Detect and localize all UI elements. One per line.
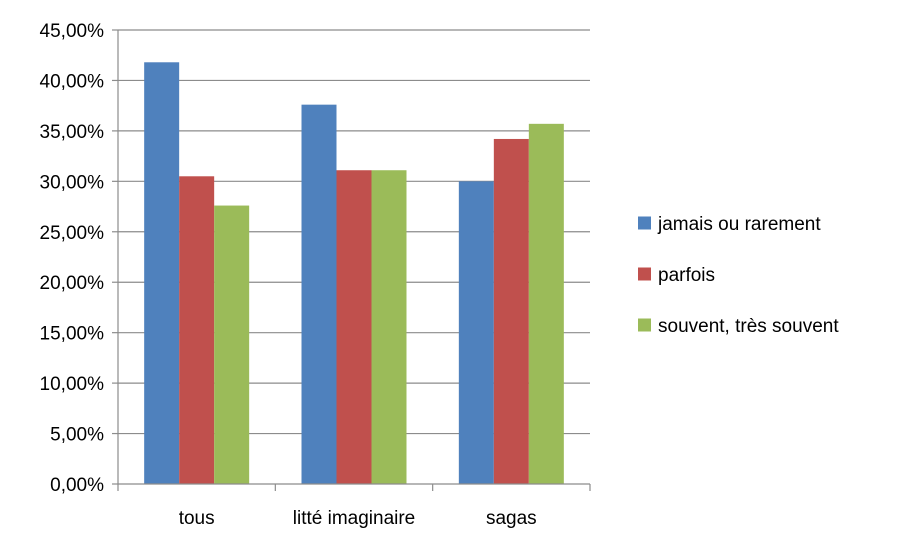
y-tick-label: 0,00% (50, 475, 104, 496)
y-tick-label: 35,00% (40, 122, 105, 143)
legend-label: souvent, très souvent (658, 316, 839, 337)
bar (336, 170, 372, 485)
y-tick-label: 10,00% (40, 374, 105, 395)
y-tick-label: 30,00% (40, 172, 105, 193)
bar (528, 123, 564, 485)
bar (179, 176, 215, 485)
legend-label: jamais ou rarement (657, 214, 821, 235)
y-tick-label: 40,00% (40, 71, 105, 92)
x-category-label: tous (179, 508, 215, 529)
y-tick-label: 15,00% (40, 324, 105, 345)
y-tick-label: 45,00% (40, 21, 105, 42)
bars (144, 62, 564, 485)
legend-label: parfois (658, 265, 715, 286)
legend-swatch (638, 318, 651, 332)
x-category-label: sagas (486, 508, 537, 529)
bar (301, 104, 337, 484)
bar (458, 181, 494, 485)
bar (493, 138, 529, 484)
y-tick-label: 20,00% (40, 273, 105, 294)
bar (371, 170, 407, 485)
bar (144, 62, 180, 484)
y-axis-tick-labels: 0,00% 5,00% 10,00% 15,00% 20,00% 25,00% 30,00%… (40, 21, 118, 496)
axes (117, 30, 591, 491)
legend: jamais ou rarement parfois souvent, très s… (638, 214, 839, 337)
x-category-label: litté imaginaire (293, 508, 416, 529)
y-tick-label: 25,00% (40, 223, 105, 244)
bar (214, 205, 250, 484)
y-tick-label: 5,00% (50, 425, 104, 446)
x-axis-category-labels: tous litté imaginaire sagas (179, 508, 537, 529)
legend-swatch (638, 267, 651, 281)
legend-swatch (638, 216, 651, 230)
